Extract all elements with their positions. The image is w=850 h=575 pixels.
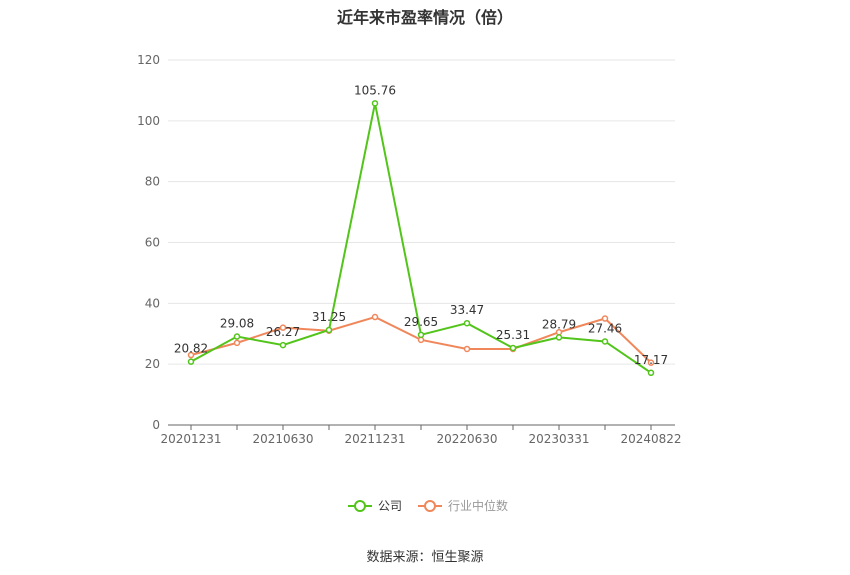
data-point-company	[647, 369, 655, 377]
data-label: 31.25	[312, 310, 346, 324]
legend-item-company[interactable]: 公司	[348, 499, 402, 513]
data-point-company	[463, 319, 471, 327]
x-tick-label: 20211231	[344, 432, 405, 446]
data-point-company	[509, 344, 517, 352]
legend-marker-icon	[354, 500, 366, 512]
data-point-industry-median	[233, 339, 241, 347]
data-label: 25.31	[496, 328, 530, 342]
data-point-company	[555, 334, 563, 341]
legend[interactable]: 公司 行业中位数	[348, 498, 508, 513]
x-tick-label: 20220630	[436, 432, 497, 446]
data-point-company	[601, 338, 609, 345]
chart-title: 近年来市盈率情况（倍）	[336, 8, 513, 27]
data-label: 28.79	[542, 317, 576, 331]
x-tick-label: 20201231	[160, 432, 221, 446]
data-label: 33.47	[450, 303, 484, 317]
data-labels: 20.82 29.08 26.27 31.25 105.76 29.65 33.47 25.3…	[174, 83, 668, 366]
data-point-industry-median	[279, 324, 287, 331]
data-label: 27.46	[588, 321, 622, 335]
data-point-company	[371, 100, 379, 107]
x-tick-label: 20210630	[252, 432, 313, 446]
y-tick-label: 40	[145, 296, 160, 310]
legend-label: 公司	[378, 499, 402, 513]
data-point-industry-median	[371, 313, 379, 321]
data-point-industry-median	[417, 336, 425, 344]
y-tick-label: 20	[145, 357, 160, 371]
data-point-company	[417, 331, 425, 339]
axes: 0 20 40 60 80 100 120 20201231 20210630 20211231 2…	[137, 53, 681, 446]
grid-lines	[168, 59, 675, 365]
legend-label: 行业中位数	[448, 498, 508, 513]
data-point-industry-median	[647, 359, 655, 366]
y-tick-label: 0	[152, 418, 160, 432]
data-point-company	[279, 341, 287, 349]
data-point-company	[325, 326, 333, 334]
series-layer	[187, 100, 655, 377]
legend-marker-icon	[424, 500, 436, 512]
data-point-industry-median	[601, 315, 609, 322]
y-tick-label: 100	[137, 114, 160, 128]
x-tick-label: 20230331	[528, 432, 589, 446]
data-label: 105.76	[354, 83, 396, 97]
data-label: 29.65	[404, 315, 438, 329]
data-label: 17.17	[634, 353, 668, 367]
data-point-industry-median	[463, 345, 471, 353]
data-label: 26.27	[266, 325, 300, 339]
data-label: 20.82	[174, 342, 208, 356]
data-point-industry-median	[187, 351, 195, 359]
source-note: 数据来源：恒生聚源	[366, 550, 484, 565]
data-label: 29.08	[220, 317, 254, 331]
data-point-company	[187, 358, 195, 365]
y-tick-label: 60	[145, 236, 160, 250]
legend-item-industry-median[interactable]: 行业中位数	[418, 498, 508, 513]
y-tick-label: 120	[137, 53, 160, 67]
x-tick-label: 20240822	[620, 432, 681, 446]
y-tick-label: 80	[145, 175, 160, 189]
data-point-company	[233, 333, 241, 340]
